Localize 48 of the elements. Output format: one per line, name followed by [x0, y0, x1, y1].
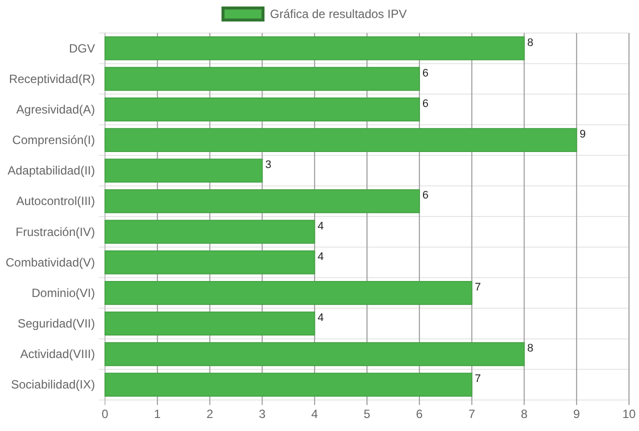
x-tick-label: 5 [364, 407, 371, 421]
x-tick-label: 9 [573, 407, 580, 421]
x-tick-label: 7 [468, 407, 476, 421]
x-tick-label: 4 [311, 407, 318, 421]
y-tick-label: Actividad(VIII) [20, 347, 95, 362]
data-label: 4 [318, 220, 324, 232]
data-label: 7 [474, 281, 481, 294]
y-tick-label: Frustración(IV) [16, 224, 95, 239]
y-tick-label: Agresividad(A) [16, 102, 95, 116]
y-tick-label: Adaptabilidad(II) [8, 164, 95, 178]
data-label: 9 [580, 128, 586, 141]
data-label: 6 [422, 190, 429, 202]
data-label: 8 [527, 36, 534, 49]
y-tick-label: Sociabilidad(IX) [10, 378, 95, 392]
bar [104, 66, 420, 91]
bar [104, 312, 316, 336]
x-tick-label: 2 [206, 407, 214, 421]
data-label: 4 [318, 250, 324, 263]
data-label: 6 [422, 67, 429, 80]
x-tick-label: 6 [416, 407, 424, 421]
bar [104, 189, 420, 214]
data-label: 6 [422, 98, 429, 110]
x-tick-label: 8 [520, 407, 528, 421]
bar [104, 342, 525, 366]
data-label: 7 [474, 373, 481, 386]
y-tick-label: Receptividad(R) [8, 72, 95, 86]
x-tick-label: 3 [258, 407, 266, 421]
x-tick-label: 1 [154, 407, 162, 421]
y-tick-label: Combatividad(V) [6, 255, 95, 270]
y-tick-label: Seguridad(VII) [18, 316, 95, 331]
y-tick-label: Dominio(VI) [32, 286, 95, 300]
legend-label: Gráfica de resultados IPV [270, 7, 407, 21]
data-label: 4 [318, 312, 324, 324]
y-tick-label: Comprensión(I) [12, 133, 95, 148]
bar [104, 97, 420, 122]
data-label: 8 [527, 342, 534, 355]
bar [104, 220, 316, 244]
bar [104, 280, 472, 305]
y-tick-label: DGV [68, 41, 95, 56]
bar [104, 128, 578, 152]
bar [104, 250, 316, 274]
bar [104, 158, 263, 183]
bar [104, 372, 472, 397]
bar [104, 36, 525, 60]
x-tick-label: 0 [102, 407, 109, 421]
data-label: 3 [265, 159, 272, 172]
y-tick-label: Autocontrol(III) [16, 194, 95, 208]
x-tick-label: 10 [622, 407, 636, 421]
